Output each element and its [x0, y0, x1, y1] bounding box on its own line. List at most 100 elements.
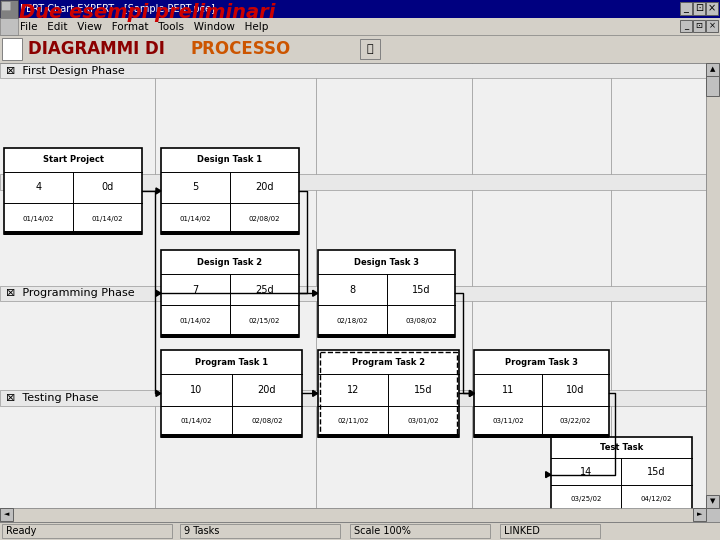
Text: 0d: 0d [102, 183, 114, 192]
Bar [706, 495, 719, 508]
Text: Design Task 1: Design Task 1 [197, 155, 262, 164]
Text: 11: 11 [502, 385, 514, 395]
Text: PERT Chart EXPERT - [Sample.PERT.pce]: PERT Chart EXPERT - [Sample.PERT.pce] [20, 4, 215, 14]
Bar [693, 20, 705, 32]
Bar [706, 20, 718, 32]
Text: 10: 10 [190, 385, 202, 395]
Bar [4, 147, 142, 234]
Text: 14: 14 [580, 467, 592, 477]
Bar [0, 508, 706, 522]
Bar [680, 2, 692, 15]
Bar [0, 390, 706, 406]
Bar [706, 76, 719, 96]
Text: 10d: 10d [566, 385, 584, 395]
Polygon shape [546, 471, 551, 477]
Text: ×: × [708, 3, 716, 13]
Text: 15d: 15d [647, 467, 666, 477]
Text: 01/14/02: 01/14/02 [91, 215, 123, 222]
Text: Design Task 2: Design Task 2 [197, 258, 262, 267]
Bar [318, 350, 459, 437]
Text: 20d: 20d [255, 183, 274, 192]
Bar [680, 20, 692, 32]
Bar [693, 508, 706, 521]
Bar [161, 147, 299, 234]
Text: Program Task 1: Program Task 1 [195, 357, 268, 367]
Bar [2, 38, 22, 60]
Text: Design Task 3: Design Task 3 [354, 258, 419, 267]
Polygon shape [312, 291, 318, 296]
Text: _: _ [683, 3, 688, 13]
Bar [0, 522, 720, 540]
Text: ◄: ◄ [4, 511, 9, 517]
Bar [161, 231, 299, 235]
Bar [551, 437, 692, 512]
Bar [0, 63, 706, 78]
Text: ×: × [708, 22, 716, 30]
Text: 04/12/02: 04/12/02 [641, 496, 672, 502]
Bar [500, 524, 600, 538]
Text: Ready: Ready [6, 526, 37, 536]
Bar [320, 352, 457, 435]
Text: DIAGRAMMI DI: DIAGRAMMI DI [28, 40, 165, 58]
Bar [706, 2, 718, 15]
Text: 03/22/02: 03/22/02 [559, 418, 590, 424]
Text: 02/08/02: 02/08/02 [248, 215, 280, 222]
Polygon shape [469, 390, 474, 396]
Polygon shape [156, 390, 161, 396]
Bar [318, 434, 459, 438]
Text: 02/18/02: 02/18/02 [336, 318, 368, 324]
Text: 4: 4 [35, 183, 42, 192]
Text: 02/11/02: 02/11/02 [337, 418, 369, 424]
Text: 15d: 15d [414, 385, 433, 395]
Text: 03/11/02: 03/11/02 [492, 418, 523, 424]
Text: ■: ■ [1, 1, 12, 11]
Text: Program Task 2: Program Task 2 [352, 357, 425, 367]
Text: 03/08/02: 03/08/02 [405, 318, 437, 324]
Text: 5: 5 [192, 183, 199, 192]
Text: ⊠  First Design Phase: ⊠ First Design Phase [6, 66, 125, 76]
Polygon shape [312, 390, 318, 396]
Text: PROCESSO: PROCESSO [190, 40, 290, 58]
Bar [0, 35, 720, 63]
Bar [474, 350, 608, 437]
Text: 🔍: 🔍 [366, 44, 373, 54]
Bar [0, 286, 706, 301]
Text: 8: 8 [349, 285, 355, 295]
Text: ⊡: ⊡ [695, 3, 703, 13]
Bar [161, 350, 302, 437]
Text: 12: 12 [347, 385, 359, 395]
Text: 20d: 20d [258, 385, 276, 395]
Text: 15d: 15d [412, 285, 431, 295]
Text: Scale 100%: Scale 100% [354, 526, 411, 536]
Text: 03/25/02: 03/25/02 [570, 496, 602, 502]
Bar [706, 63, 720, 508]
Bar [161, 434, 302, 438]
Bar [350, 524, 490, 538]
Text: File   Edit   View   Format   Tools   Window   Help: File Edit View Format Tools Window Help [20, 22, 269, 31]
Text: LINKED: LINKED [504, 526, 540, 536]
Bar [0, 18, 18, 35]
Bar [0, 18, 720, 35]
Text: Test Task: Test Task [600, 443, 643, 452]
Text: 25d: 25d [255, 285, 274, 295]
Text: 01/14/02: 01/14/02 [179, 215, 211, 222]
Text: 9 Tasks: 9 Tasks [184, 526, 220, 536]
Text: 7: 7 [192, 285, 199, 295]
Text: Due esempi preliminari: Due esempi preliminari [19, 3, 275, 22]
Bar [180, 524, 340, 538]
Text: 02/15/02: 02/15/02 [248, 318, 280, 324]
Text: 02/08/02: 02/08/02 [251, 418, 283, 424]
Bar [318, 334, 455, 338]
Bar [551, 509, 692, 514]
Text: ►: ► [697, 511, 702, 517]
Text: Start Project: Start Project [42, 155, 104, 164]
Bar [0, 508, 13, 521]
Text: ⊠  Testing Phase: ⊠ Testing Phase [6, 393, 99, 403]
Text: 01/14/02: 01/14/02 [179, 318, 211, 324]
Bar [161, 250, 299, 336]
Text: 03/01/02: 03/01/02 [408, 418, 439, 424]
Bar [4, 231, 142, 235]
Text: ▼: ▼ [710, 498, 715, 504]
Bar [2, 524, 172, 538]
Text: ⊡: ⊡ [696, 22, 703, 30]
